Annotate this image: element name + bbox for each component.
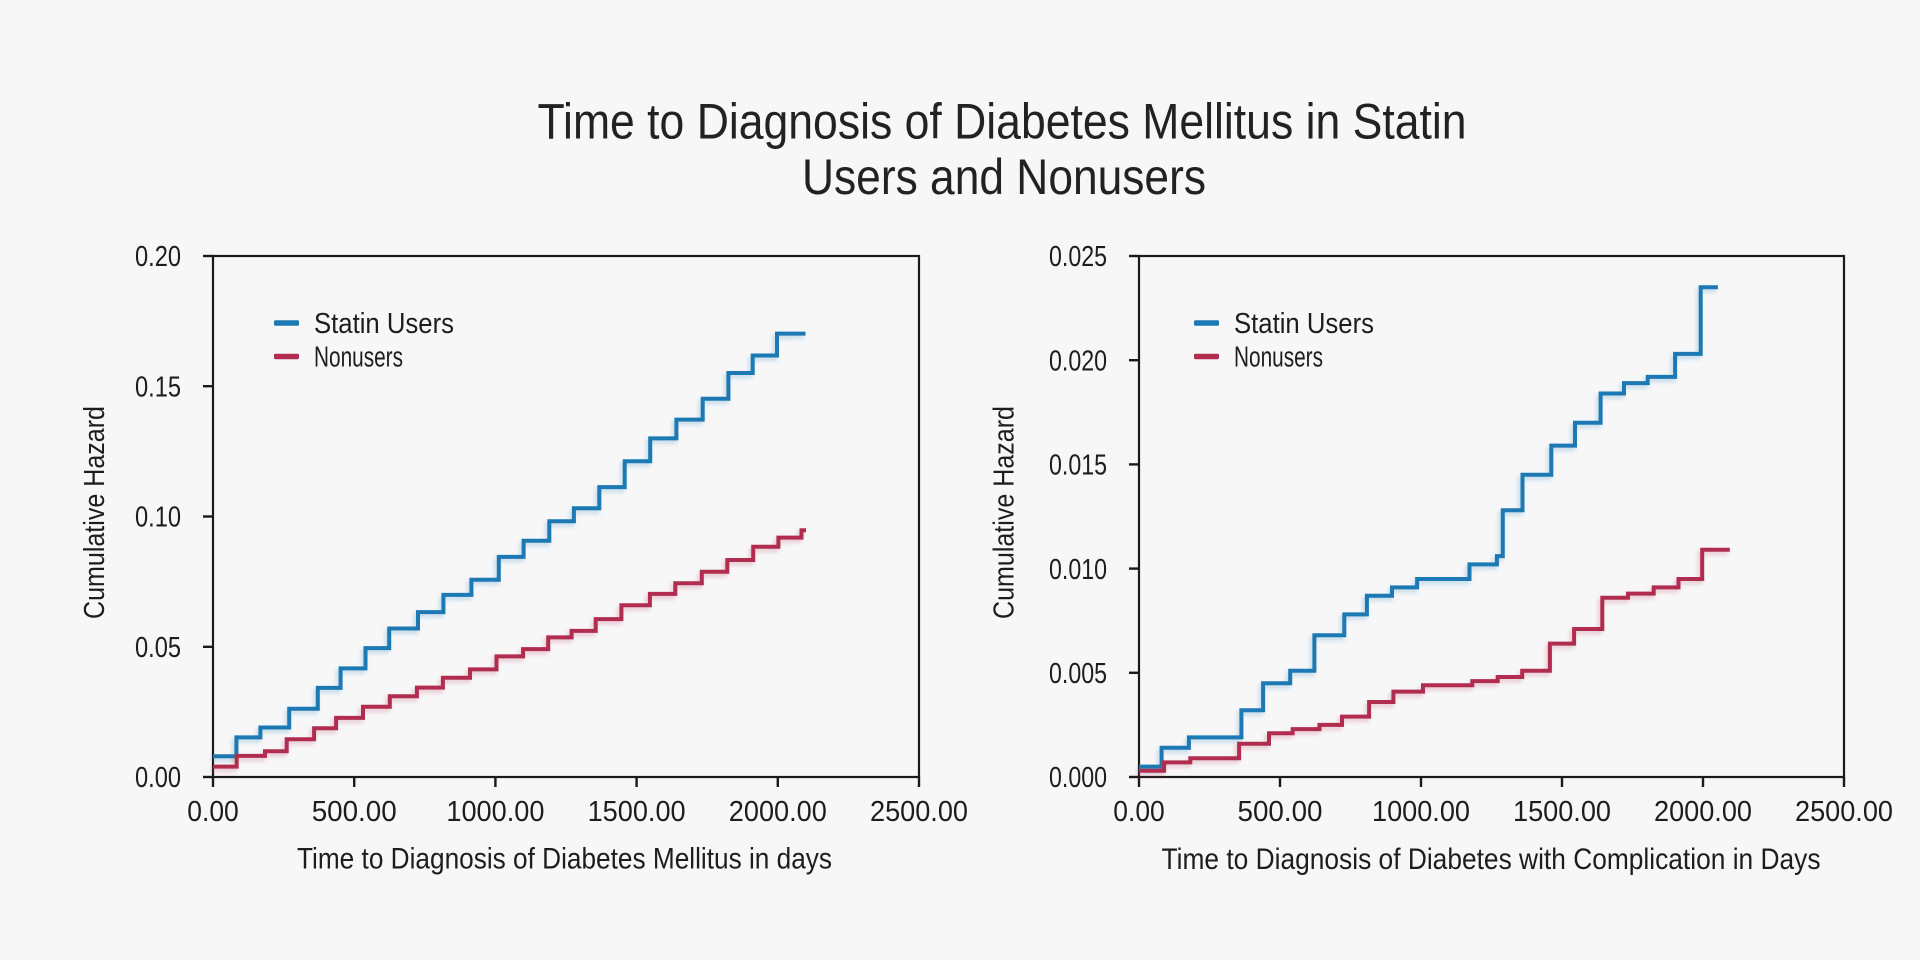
- svg-text:1000.00: 1000.00: [1372, 796, 1470, 828]
- svg-text:1500.00: 1500.00: [1513, 796, 1611, 828]
- svg-text:0.15: 0.15: [135, 371, 181, 403]
- svg-text:0.00: 0.00: [1113, 796, 1165, 828]
- svg-text:Time to Diagnosis of Diabetes: Time to Diagnosis of Diabetes with Compl…: [1162, 843, 1821, 876]
- svg-text:2000.00: 2000.00: [729, 796, 827, 828]
- svg-text:Statin Users: Statin Users: [1234, 308, 1374, 340]
- svg-text:1500.00: 1500.00: [588, 796, 686, 828]
- svg-text:Cumulative Hazard: Cumulative Hazard: [989, 406, 1021, 619]
- svg-text:0.00: 0.00: [187, 796, 239, 828]
- svg-text:Time to Diagnosis of Diabetes: Time to Diagnosis of Diabetes Mellitus i…: [297, 843, 832, 876]
- svg-text:0.05: 0.05: [135, 632, 181, 664]
- svg-text:Cumulative Hazard: Cumulative Hazard: [79, 406, 111, 619]
- svg-text:0.00: 0.00: [135, 762, 181, 794]
- svg-text:500.00: 500.00: [1238, 796, 1323, 828]
- svg-text:Time to Diagnosis of Diabetes: Time to Diagnosis of Diabetes Mellitus i…: [538, 94, 1467, 150]
- svg-text:Statin Users: Statin Users: [314, 308, 454, 340]
- svg-text:0.005: 0.005: [1049, 658, 1107, 690]
- svg-text:0.015: 0.015: [1049, 450, 1107, 482]
- svg-text:1000.00: 1000.00: [446, 796, 544, 828]
- svg-text:2000.00: 2000.00: [1654, 796, 1752, 828]
- svg-text:0.000: 0.000: [1049, 762, 1107, 794]
- svg-text:2500.00: 2500.00: [1795, 796, 1893, 828]
- svg-text:Nonusers: Nonusers: [1234, 342, 1323, 374]
- svg-text:Nonusers: Nonusers: [314, 342, 403, 374]
- svg-text:500.00: 500.00: [312, 796, 397, 828]
- svg-text:0.20: 0.20: [135, 241, 181, 273]
- svg-text:Users and Nonusers: Users and Nonusers: [802, 149, 1206, 205]
- svg-text:0.10: 0.10: [135, 502, 181, 534]
- svg-text:0.025: 0.025: [1049, 241, 1107, 273]
- svg-text:0.020: 0.020: [1049, 345, 1107, 377]
- svg-text:2500.00: 2500.00: [870, 796, 968, 828]
- svg-text:0.010: 0.010: [1049, 554, 1107, 586]
